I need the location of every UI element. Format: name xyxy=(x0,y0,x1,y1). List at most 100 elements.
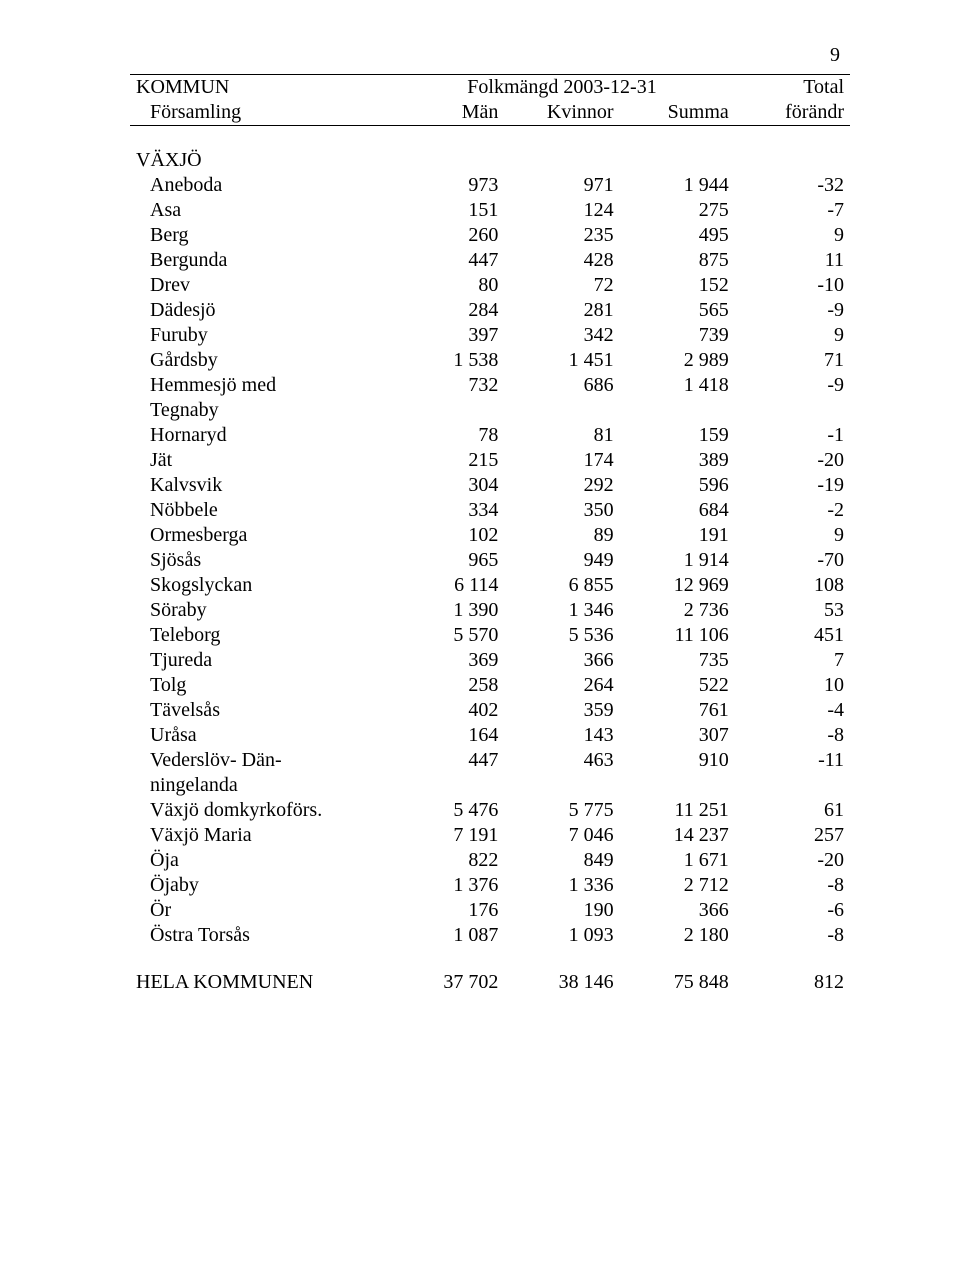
row-s: 152 xyxy=(620,273,735,298)
row-name: Uråsa xyxy=(130,723,389,748)
row-k: 350 xyxy=(504,498,619,523)
table-row-cont: ningelanda xyxy=(130,773,850,798)
table-row: Hemmesjö med7326861 418-9 xyxy=(130,373,850,398)
row-k: 6 855 xyxy=(504,573,619,598)
population-table: KOMMUN Folkmängd 2003-12-31 Total Försam… xyxy=(130,74,850,995)
row-f: -8 xyxy=(735,923,850,948)
row-s: 389 xyxy=(620,448,735,473)
table-row: Tolg25826452210 xyxy=(130,673,850,698)
row-f: -20 xyxy=(735,848,850,873)
total-row: HELA KOMMUNEN37 70238 14675 848812 xyxy=(130,970,850,995)
row-s: 739 xyxy=(620,323,735,348)
row-s: 910 xyxy=(620,748,735,773)
row-s: 14 237 xyxy=(620,823,735,848)
page: 9 KOMMUN Folkmängd 2003-12-31 Total Förs… xyxy=(0,0,960,1267)
row-s: 2 712 xyxy=(620,873,735,898)
header-folkmangd: Folkmängd 2003-12-31 xyxy=(389,75,735,101)
row-k: 686 xyxy=(504,373,619,398)
row-s: 1 671 xyxy=(620,848,735,873)
row-name: Växjö domkyrkoförs. xyxy=(130,798,389,823)
row-m: 1 538 xyxy=(389,348,504,373)
row-k: 190 xyxy=(504,898,619,923)
header-row-2: Församling Män Kvinnor Summa förändr xyxy=(130,100,850,126)
table-row: Växjö Maria7 1917 04614 237257 xyxy=(130,823,850,848)
row-name: Växjö Maria xyxy=(130,823,389,848)
row-f: 10 xyxy=(735,673,850,698)
header-man: Män xyxy=(389,100,504,126)
row-m: 7 191 xyxy=(389,823,504,848)
row-s: 159 xyxy=(620,423,735,448)
header-kvinnor: Kvinnor xyxy=(504,100,619,126)
row-k: 72 xyxy=(504,273,619,298)
table-row: Drev8072152-10 xyxy=(130,273,850,298)
row-k: 1 093 xyxy=(504,923,619,948)
row-k: 1 451 xyxy=(504,348,619,373)
row-m: 369 xyxy=(389,648,504,673)
row-f: -4 xyxy=(735,698,850,723)
row-name: Tjureda xyxy=(130,648,389,673)
row-s: 12 969 xyxy=(620,573,735,598)
row-k: 1 336 xyxy=(504,873,619,898)
row-name: Sjösås xyxy=(130,548,389,573)
row-f: 11 xyxy=(735,248,850,273)
row-f: -70 xyxy=(735,548,850,573)
row-m: 447 xyxy=(389,748,504,773)
row-m: 732 xyxy=(389,373,504,398)
row-m: 5 476 xyxy=(389,798,504,823)
row-k: 235 xyxy=(504,223,619,248)
row-name-cont: Tegnaby xyxy=(130,398,389,423)
row-f: -10 xyxy=(735,273,850,298)
spacer xyxy=(130,126,850,149)
row-k: 7 046 xyxy=(504,823,619,848)
table-row: Furuby3973427399 xyxy=(130,323,850,348)
table-row: Växjö domkyrkoförs.5 4765 77511 25161 xyxy=(130,798,850,823)
table-row: Öja8228491 671-20 xyxy=(130,848,850,873)
row-name: Furuby xyxy=(130,323,389,348)
row-s: 2 180 xyxy=(620,923,735,948)
row-f: -32 xyxy=(735,173,850,198)
row-f: 9 xyxy=(735,223,850,248)
table-row: Östra Torsås1 0871 0932 180-8 xyxy=(130,923,850,948)
table-row: Ör176190366-6 xyxy=(130,898,850,923)
row-f: 53 xyxy=(735,598,850,623)
total-f: 812 xyxy=(735,970,850,995)
table-row: Uråsa164143307-8 xyxy=(130,723,850,748)
row-s: 11 251 xyxy=(620,798,735,823)
row-s: 366 xyxy=(620,898,735,923)
row-s: 735 xyxy=(620,648,735,673)
row-f: 9 xyxy=(735,323,850,348)
row-name: Tävelsås xyxy=(130,698,389,723)
row-name: Vederslöv- Dän- xyxy=(130,748,389,773)
row-m: 80 xyxy=(389,273,504,298)
row-name: Bergunda xyxy=(130,248,389,273)
total-name: HELA KOMMUNEN xyxy=(130,970,389,995)
row-name: Hemmesjö med xyxy=(130,373,389,398)
row-name: Berg xyxy=(130,223,389,248)
spacer xyxy=(130,948,850,970)
row-f: -8 xyxy=(735,723,850,748)
row-m: 5 570 xyxy=(389,623,504,648)
row-f: -9 xyxy=(735,298,850,323)
row-m: 397 xyxy=(389,323,504,348)
row-m: 151 xyxy=(389,198,504,223)
row-m: 260 xyxy=(389,223,504,248)
table-row: Gårdsby1 5381 4512 98971 xyxy=(130,348,850,373)
header-forandr: förändr xyxy=(735,100,850,126)
header-kommun: KOMMUN xyxy=(130,75,389,101)
row-k: 281 xyxy=(504,298,619,323)
header-total: Total xyxy=(735,75,850,101)
row-m: 78 xyxy=(389,423,504,448)
table-row: Aneboda9739711 944-32 xyxy=(130,173,850,198)
row-m: 258 xyxy=(389,673,504,698)
row-s: 761 xyxy=(620,698,735,723)
table-row: Vederslöv- Dän-447463910-11 xyxy=(130,748,850,773)
row-m: 164 xyxy=(389,723,504,748)
row-k: 1 346 xyxy=(504,598,619,623)
row-s: 565 xyxy=(620,298,735,323)
row-s: 11 106 xyxy=(620,623,735,648)
row-name: Ormesberga xyxy=(130,523,389,548)
header-forsamling: Församling xyxy=(130,100,389,126)
row-s: 495 xyxy=(620,223,735,248)
row-f: 108 xyxy=(735,573,850,598)
row-f: 451 xyxy=(735,623,850,648)
